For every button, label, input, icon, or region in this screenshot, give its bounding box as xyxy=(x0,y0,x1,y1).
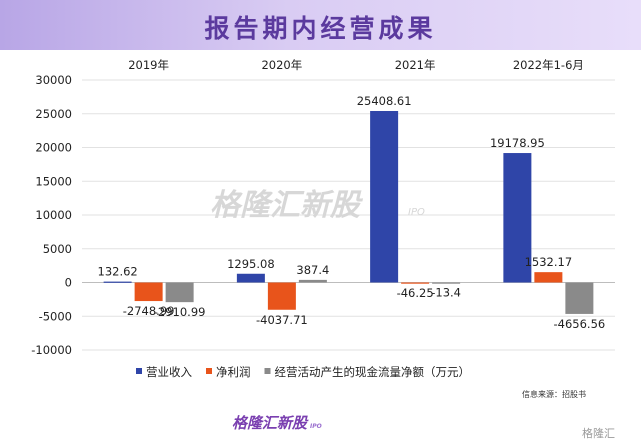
data-label: -4037.71 xyxy=(256,313,308,327)
x-category-label: 2022年1-6月 xyxy=(513,58,584,72)
y-tick-label: 30000 xyxy=(35,73,72,87)
bar xyxy=(134,282,163,302)
footer-logo: 格隆汇新股 IPO xyxy=(232,412,322,433)
data-label: -46.25 xyxy=(397,286,434,300)
data-labels: 132.62 1295.08 25408.61 19178.95 -2748.99 -40… xyxy=(98,94,606,331)
y-tick-label: 0 xyxy=(65,276,72,290)
source-note: 信息来源：招股书 xyxy=(522,390,586,399)
x-category-label: 2019年 xyxy=(128,58,169,72)
bar xyxy=(534,272,563,283)
footer-logo-sub: IPO xyxy=(310,423,322,430)
data-label: -2748.99 xyxy=(123,304,175,318)
bar xyxy=(370,110,399,283)
bar xyxy=(401,282,430,284)
y-tick-label: 20000 xyxy=(35,141,72,155)
legend-swatch xyxy=(264,368,271,374)
y-tick-label: -5000 xyxy=(39,309,72,323)
legend-label: 净利润 xyxy=(216,365,251,379)
data-label: 1532.17 xyxy=(525,255,573,269)
page-title: 报告期内经营成果 xyxy=(204,14,437,43)
corner-logo: 格隆汇 xyxy=(582,427,615,440)
x-category-label: 2021年 xyxy=(395,58,436,72)
data-label: 25408.61 xyxy=(357,94,412,108)
y-tick-label: 5000 xyxy=(43,242,72,256)
y-axis: 30000 25000 20000 15000 10000 5000 0 -5000 -1000… xyxy=(31,73,72,357)
data-label: 1295.08 xyxy=(227,257,275,271)
data-label: 19178.95 xyxy=(490,136,545,150)
data-label: -2910.99 xyxy=(154,305,206,319)
bar xyxy=(267,282,296,310)
legend-swatch xyxy=(136,368,142,374)
y-tick-label: 15000 xyxy=(35,174,72,188)
x-category-label: 2020年 xyxy=(261,58,302,72)
y-tick-label: 25000 xyxy=(35,107,72,121)
y-tick-label: -10000 xyxy=(31,343,72,357)
legend-label: 营业收入 xyxy=(146,365,192,379)
bar xyxy=(298,279,327,283)
data-label: -13.4 xyxy=(431,286,461,300)
legend-swatch xyxy=(206,368,212,374)
title-banner: 报告期内经营成果 xyxy=(0,0,641,50)
data-label: 387.4 xyxy=(296,263,329,277)
bar xyxy=(503,153,532,283)
bar xyxy=(432,282,461,284)
footer-logo-text: 格隆汇新股 xyxy=(232,414,308,432)
data-label: 132.62 xyxy=(98,265,138,279)
bar xyxy=(103,281,132,283)
bar-chart: 30000 25000 20000 15000 10000 5000 0 -5000 -1000… xyxy=(31,58,615,379)
bars xyxy=(103,110,594,314)
watermark-sub: IPO xyxy=(408,207,425,218)
bar xyxy=(236,273,265,283)
legend-label: 经营活动产生的现金流量净额（万元） xyxy=(275,365,471,379)
y-tick-label: 10000 xyxy=(35,208,72,222)
bar xyxy=(165,282,194,303)
watermark: 格隆汇新股 xyxy=(210,188,363,223)
x-axis: 2019年 2020年 2021年 2022年1-6月 xyxy=(128,58,584,72)
data-label: -4656.56 xyxy=(554,317,606,331)
legend: 营业收入 净利润 经营活动产生的现金流量净额（万元） xyxy=(136,365,470,379)
bar xyxy=(565,282,594,314)
